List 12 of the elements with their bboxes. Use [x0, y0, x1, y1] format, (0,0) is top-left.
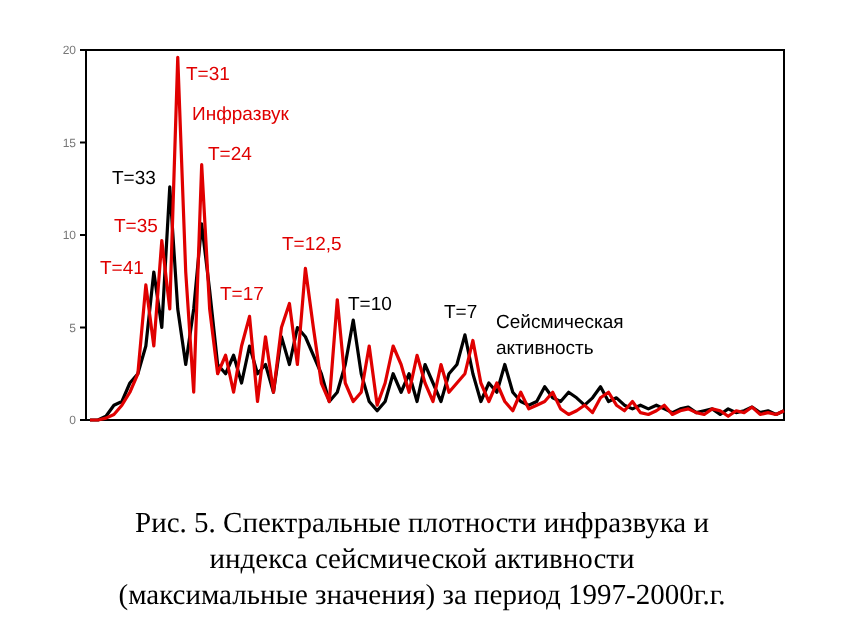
series-label: Сейсмическая активность: [496, 312, 624, 360]
annotation: T=33: [112, 168, 156, 190]
annotation: T=7: [444, 302, 478, 324]
annotation: T=10: [348, 294, 392, 316]
annotation: T=17: [220, 284, 264, 306]
text: Рис. 5. Спектральные плотности инфразвука и индекса сейсмической активности (максимальные значения) за период 1997-2000г.г.: [118, 508, 726, 612]
series-label: Инфразвук: [192, 104, 291, 126]
annotation: T=24: [208, 144, 252, 166]
annotation: T=35: [114, 216, 158, 238]
annotation: T=12,5: [282, 234, 342, 256]
annotation: T=31: [186, 64, 230, 86]
annotation: T=41: [100, 258, 144, 280]
